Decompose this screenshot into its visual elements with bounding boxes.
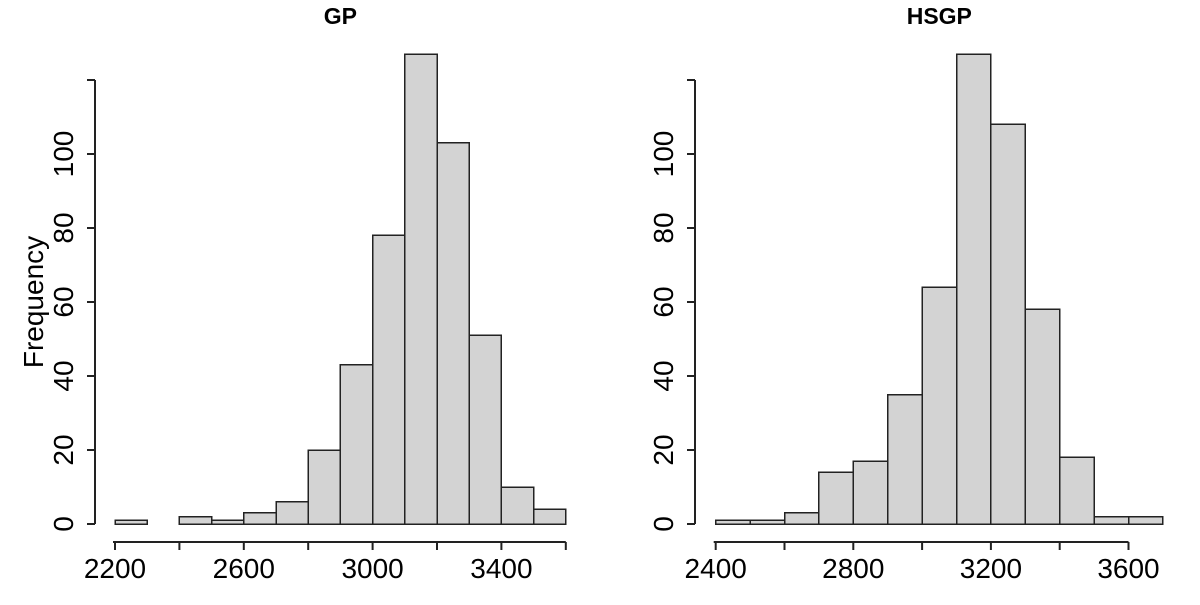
histogram-bar [339,364,374,525]
histogram-bar [818,471,855,525]
histogram-bar [714,519,751,525]
gp-histogram-panel: 0 20 40 60 80 100 2200 2600 3000 3400 GP Frequency [18,3,567,584]
histogram-bar [886,393,923,525]
y-tick-label: 100 [48,131,79,178]
histogram-bar [210,519,245,525]
y-tick-label: 80 [48,212,79,243]
histogram-bar [749,519,786,525]
histogram-bar [1093,515,1130,525]
plot-title: GP [324,3,357,29]
histogram-bar [275,501,309,525]
y-tick-label: 80 [648,212,679,243]
histogram-bar [1127,515,1164,525]
y-tick-label: 0 [48,516,79,532]
histogram-bar [1058,456,1095,525]
histogram-bar [1024,308,1061,525]
x-tick-label: 2600 [213,553,275,584]
plot-title: HSGP [907,3,972,29]
y-tick-label: 40 [648,360,679,391]
histogram-bar [468,334,503,525]
y-tick-label: 40 [48,360,79,391]
y-axis-label: Frequency [18,236,49,368]
histogram-bar [404,53,438,525]
histogram-bar [921,286,958,525]
x-tick-label: 3200 [960,553,1022,584]
x-tick-label: 3000 [341,553,403,584]
histogram-bar [243,512,277,525]
histogram-bar [532,508,567,525]
histogram-bar [371,234,406,525]
histogram-bar [955,53,992,525]
histogram-bar [852,460,889,525]
histogram-bar [783,512,820,525]
y-tick-label: 0 [648,516,679,532]
y-tick-label: 100 [648,131,679,178]
x-tick-label: 3400 [470,553,532,584]
y-tick-label: 60 [648,286,679,317]
y-tick-label: 60 [48,286,79,317]
x-tick-label: 2200 [84,553,146,584]
histogram-bar [990,123,1027,525]
x-tick-label: 2400 [685,553,747,584]
histogram-bar [500,486,535,525]
histogram-bar [114,519,148,525]
x-tick-label: 2800 [822,553,884,584]
histogram-bar [307,449,342,525]
y-tick-label: 20 [48,434,79,465]
histogram-bar [178,515,213,525]
histogram-bar [436,142,470,525]
hsgp-histogram-panel: 0 20 40 60 80 100 2400 2800 3200 3600 HSGP [648,3,1164,584]
x-tick-label: 3600 [1097,553,1159,584]
y-tick-label: 20 [648,434,679,465]
